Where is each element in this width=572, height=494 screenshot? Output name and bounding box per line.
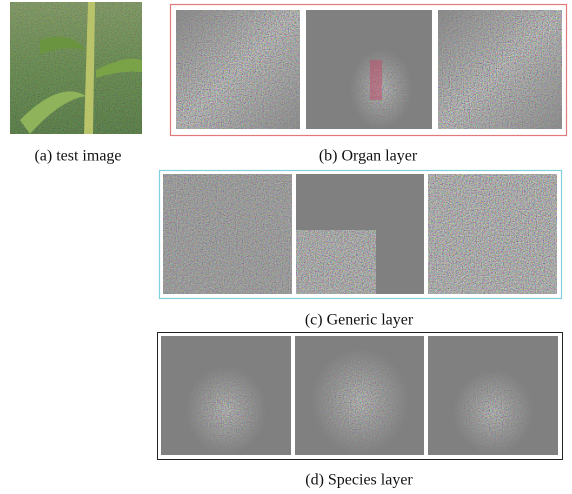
caption: (b) Organ layer [319,148,418,165]
caption: (c) Generic layer [305,312,414,329]
caption: (a) test image [34,148,121,165]
saliency-row [163,174,557,294]
caption: (d) Species layer [305,472,413,489]
figure: (a) test image (b) Organ layer (c) Gener… [0,0,572,494]
test-image [10,2,142,134]
page: {"captions": ["(a) test image", "(b) Org… [0,0,572,494]
saliency-row [161,336,558,455]
saliency-row [176,10,562,129]
